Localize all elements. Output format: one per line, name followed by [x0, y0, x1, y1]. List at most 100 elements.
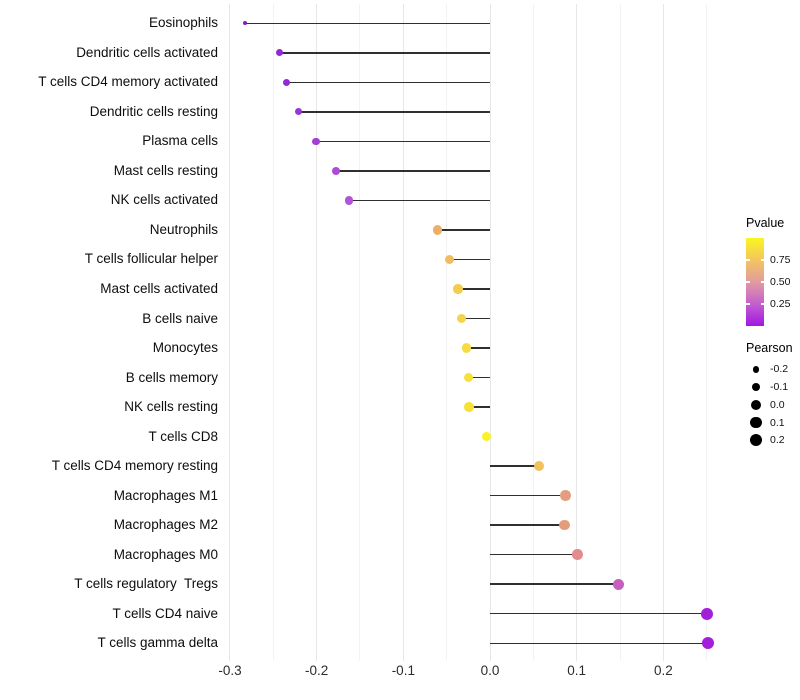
y-axis-category-label: T cells regulatory Tregs [74, 576, 218, 592]
pvalue-tick-label: 0.50 [770, 276, 791, 288]
lollipop-segment [490, 553, 578, 556]
y-axis-category-label: T cells CD4 naive [112, 605, 218, 621]
gridline-major [662, 4, 664, 661]
y-axis-category-label: T cells follicular helper [84, 251, 218, 267]
lollipop-dot [344, 196, 353, 205]
lollipop-segment [298, 111, 490, 113]
gridline-major [576, 4, 578, 661]
lollipop-dot [275, 49, 283, 57]
pearson-legend-label: 0.1 [770, 416, 785, 429]
y-axis-category-label: NK cells resting [124, 399, 218, 415]
gridline-minor [272, 4, 274, 661]
lollipop-dot [560, 490, 571, 501]
lollipop-segment [468, 376, 490, 379]
y-axis-category-label: Macrophages M0 [113, 546, 218, 562]
gridline-minor [359, 4, 361, 661]
colorbar-tick-mark [760, 281, 764, 283]
lollipop-dot [464, 402, 474, 412]
lollipop-segment [244, 22, 490, 24]
lollipop-segment [348, 199, 490, 202]
y-axis-category-label: Plasma cells [142, 133, 218, 149]
lollipop-segment [279, 52, 490, 54]
colorbar-tick-mark [760, 303, 764, 305]
gridline-minor [619, 4, 621, 661]
lollipop-dot [453, 284, 463, 294]
y-axis-category-label: Dendritic cells resting [89, 103, 218, 119]
lollipop-segment [315, 140, 490, 143]
y-axis-category-label: Mast cells activated [100, 280, 218, 296]
gridline-major [402, 4, 404, 661]
lollipop-dot [331, 166, 340, 175]
lollipop-dot [533, 461, 544, 472]
x-axis-tick-label: 0.2 [653, 663, 673, 678]
x-axis-tick-label: 0.0 [480, 663, 500, 678]
pearson-legend-label: 0.2 [770, 434, 785, 447]
y-axis-category-label: B cells memory [125, 369, 218, 385]
lollipop-segment [437, 229, 490, 231]
lollipop-dot [456, 313, 467, 324]
y-axis-category-label: Neutrophils [149, 221, 218, 237]
lollipop-segment [469, 406, 490, 408]
gridline-major [229, 4, 231, 661]
y-axis-category-label: Monocytes [152, 340, 218, 356]
lollipop-dot [463, 372, 474, 383]
lollipop-dot [700, 607, 713, 620]
lollipop-dot [242, 21, 247, 26]
y-axis-category-label: NK cells activated [110, 192, 218, 208]
y-axis-category-label: Dendritic cells activated [76, 44, 218, 60]
pearson-legend-dot [752, 365, 760, 373]
lollipop-segment [466, 347, 490, 349]
pvalue-colorbar [746, 238, 764, 326]
lollipop-dot [612, 578, 624, 590]
gridline-major [489, 4, 491, 661]
colorbar-tick-mark [746, 281, 750, 283]
y-axis-category-label: Macrophages M1 [113, 487, 218, 503]
lollipop-dot [481, 431, 492, 442]
lollipop-dot [312, 137, 320, 146]
pvalue-tick-label: 0.25 [770, 298, 791, 310]
lollipop-segment [490, 613, 707, 615]
pearson-legend-label: 0.0 [770, 398, 785, 411]
lollipop-dot [702, 637, 715, 650]
gridline-minor [446, 4, 448, 661]
lollipop-segment [490, 642, 709, 644]
x-axis-tick-label: -0.2 [305, 663, 329, 678]
pearson-legend-dot [751, 399, 761, 410]
lollipop-segment [457, 288, 490, 290]
lollipop-dot [282, 78, 290, 86]
y-axis-category-label: T cells CD4 memory activated [38, 74, 218, 90]
lollipop-dot [432, 225, 442, 235]
legend-pvalue-title: Pvalue [746, 216, 785, 230]
colorbar-tick-mark [746, 303, 750, 305]
lollipop-segment [449, 258, 490, 261]
lollipop-dot [294, 108, 303, 116]
y-axis-category-label: T cells CD4 memory resting [51, 458, 218, 474]
lollipop-dot [444, 254, 454, 265]
y-axis-category-label: B cells naive [142, 310, 218, 326]
lollipop-dot [572, 549, 583, 560]
pearson-legend-dot [749, 434, 763, 447]
lollipop-segment [490, 494, 566, 497]
pearson-legend-dot [750, 416, 762, 429]
y-axis-category-label: T cells gamma delta [97, 635, 218, 651]
y-axis-category-label: Macrophages M2 [113, 517, 218, 533]
pearson-legend-label: -0.2 [770, 363, 789, 376]
pearson-legend-label: -0.1 [770, 381, 789, 394]
lollipop-segment [286, 81, 490, 84]
y-axis-category-label: Mast cells resting [113, 162, 218, 178]
lollipop-dot [461, 343, 472, 353]
lollipop-segment [461, 317, 490, 320]
lollipop-segment [490, 465, 539, 467]
x-axis-tick-label: 0.1 [567, 663, 587, 678]
y-axis-category-label: T cells CD8 [148, 428, 218, 444]
colorbar-tick-mark [746, 259, 750, 261]
gridline-minor [532, 4, 534, 661]
lollipop-segment [335, 170, 490, 172]
gridline-major [316, 4, 318, 661]
colorbar-tick-mark [760, 259, 764, 261]
lollipop-dot [559, 519, 570, 531]
lollipop-segment [490, 524, 565, 526]
legend-pearson-title: Pearson [746, 341, 793, 355]
x-axis-tick-label: -0.1 [391, 663, 415, 678]
